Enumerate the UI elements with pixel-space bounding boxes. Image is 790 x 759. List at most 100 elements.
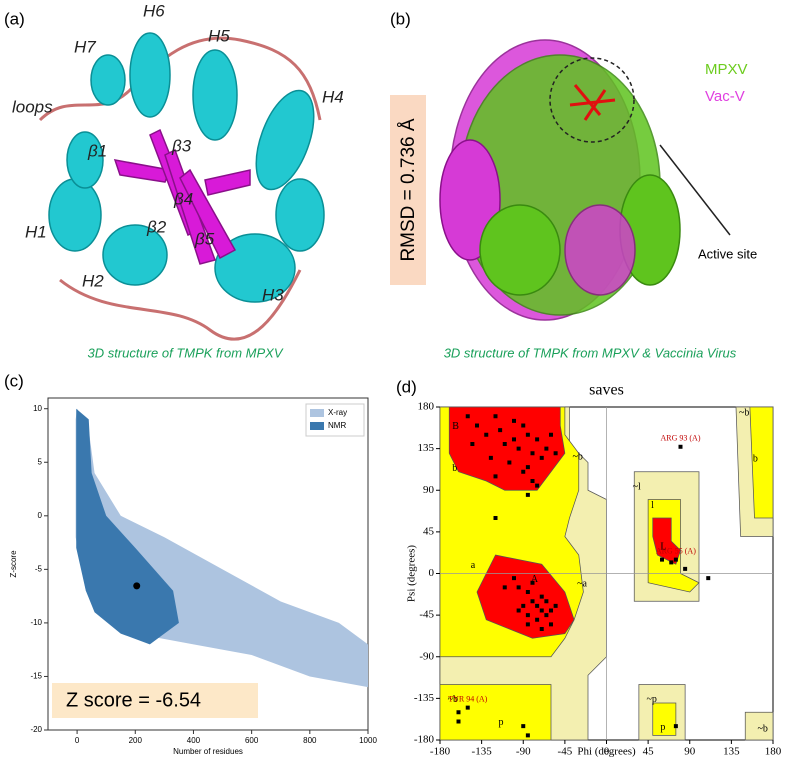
region-label: b bbox=[452, 463, 457, 474]
residue-point bbox=[525, 465, 530, 470]
residue-point bbox=[539, 627, 544, 631]
region-label: ~l bbox=[633, 481, 641, 492]
residue-label: TYR 94 (A) bbox=[448, 694, 487, 703]
residue-point bbox=[475, 423, 479, 428]
legend-swatch bbox=[310, 422, 324, 430]
x-tick-label: 200 bbox=[129, 736, 143, 745]
residue-point bbox=[673, 724, 678, 729]
region-label: l bbox=[651, 500, 654, 511]
y-tick-label: 0 bbox=[429, 567, 435, 579]
residue-point bbox=[673, 557, 678, 562]
structure-label: loops bbox=[12, 97, 53, 116]
residue-point bbox=[512, 418, 516, 423]
regions bbox=[439, 406, 774, 741]
region-label: p bbox=[499, 717, 504, 728]
y-tick-label: -10 bbox=[30, 618, 42, 627]
legend-entry: MPXV bbox=[705, 61, 748, 78]
region-label: ~p bbox=[647, 694, 657, 705]
y-tick-label: -45 bbox=[419, 609, 434, 621]
residue-point bbox=[470, 442, 475, 446]
residue-point bbox=[549, 622, 553, 627]
residue-point bbox=[488, 455, 493, 460]
legend-entry: Vac-V bbox=[705, 88, 745, 105]
residue-point bbox=[512, 576, 516, 581]
residue-point bbox=[456, 719, 461, 724]
region-label: b bbox=[753, 454, 758, 465]
residue-point bbox=[484, 432, 489, 437]
residue-point bbox=[493, 474, 498, 479]
x-tick-label: 45 bbox=[643, 746, 655, 758]
panel-label: (b) bbox=[390, 9, 411, 28]
y-tick-label: 180 bbox=[418, 401, 435, 413]
region-label: ~b bbox=[758, 724, 768, 735]
annotation-box bbox=[52, 683, 258, 718]
x-tick-label: 800 bbox=[303, 736, 317, 745]
residue-point bbox=[706, 576, 711, 581]
y-tick-label: 0 bbox=[38, 511, 43, 520]
x-tick-label: -180 bbox=[430, 746, 451, 758]
region-label: ~b bbox=[448, 694, 458, 705]
residue-point bbox=[493, 516, 498, 520]
residue-point bbox=[525, 590, 530, 594]
x-tick-label: 400 bbox=[187, 736, 201, 745]
residue-point bbox=[456, 710, 461, 715]
y-tick-label: 90 bbox=[423, 484, 435, 496]
structure-label: H5 bbox=[208, 26, 230, 45]
region-label: ~b bbox=[739, 407, 749, 418]
residue-point bbox=[516, 585, 521, 590]
panel-a: (a) H6 H5 H7 H4 loops β1 β3 β4 β2 β5 H1 … bbox=[4, 1, 344, 360]
residue-point bbox=[525, 432, 530, 437]
residue-point bbox=[507, 460, 512, 465]
y-tick-label: 45 bbox=[423, 525, 435, 537]
protein-structure bbox=[38, 32, 325, 341]
legend-entry: X-ray bbox=[328, 408, 347, 417]
residue-label: ARG 93 (A) bbox=[661, 434, 701, 443]
residue-point bbox=[530, 580, 535, 585]
annotation: Z score = -6.54 bbox=[66, 689, 201, 711]
residue-point bbox=[516, 446, 521, 451]
x-tick-label: 90 bbox=[684, 746, 696, 758]
panel-label: (d) bbox=[396, 377, 417, 396]
residue-point bbox=[525, 492, 530, 497]
region-label: B bbox=[452, 421, 459, 432]
x-axis-label: Phi (degrees) bbox=[577, 746, 636, 758]
residue-point bbox=[521, 603, 526, 608]
x-tick-label: 135 bbox=[723, 746, 740, 758]
structure-label: β2 bbox=[146, 217, 167, 236]
panel-label: (a) bbox=[4, 9, 25, 28]
y-tick-label: -180 bbox=[414, 734, 435, 746]
residue-point bbox=[549, 432, 553, 437]
caption: 3D structure of TMPK from MPXV & Vaccini… bbox=[444, 345, 737, 360]
region-label: p bbox=[660, 722, 665, 733]
y-tick-label: 135 bbox=[418, 442, 435, 454]
y-tick-label: -15 bbox=[30, 672, 42, 681]
residue-point bbox=[669, 560, 674, 565]
panel-label: (c) bbox=[4, 371, 24, 390]
rmsd-box bbox=[390, 95, 426, 285]
protein-overlay bbox=[439, 39, 731, 321]
chart-title: saves bbox=[589, 382, 624, 399]
residue-point bbox=[544, 599, 549, 604]
x-tick-label: 0 bbox=[604, 746, 610, 758]
residue-point bbox=[535, 483, 540, 488]
residue-point bbox=[539, 608, 544, 613]
rmsd: RMSD = 0.736 Å bbox=[398, 118, 419, 261]
residue-point bbox=[465, 414, 470, 419]
legend-swatch bbox=[310, 409, 324, 417]
residue-point bbox=[521, 423, 526, 428]
x-tick-label: 600 bbox=[245, 736, 259, 745]
residue-point bbox=[530, 451, 535, 456]
x-tick-label: 180 bbox=[765, 746, 782, 758]
residue-point bbox=[465, 705, 470, 710]
residue-point bbox=[502, 442, 507, 446]
residue-point bbox=[498, 428, 503, 433]
point-cloud bbox=[75, 408, 369, 688]
y-tick-label: -5 bbox=[35, 564, 43, 573]
structure-label: H1 bbox=[25, 222, 47, 241]
residue-point bbox=[553, 451, 558, 456]
structure-label: H2 bbox=[82, 271, 104, 290]
annotation: Active site bbox=[698, 246, 757, 261]
residue-point bbox=[525, 733, 530, 738]
residue-point bbox=[493, 414, 498, 419]
